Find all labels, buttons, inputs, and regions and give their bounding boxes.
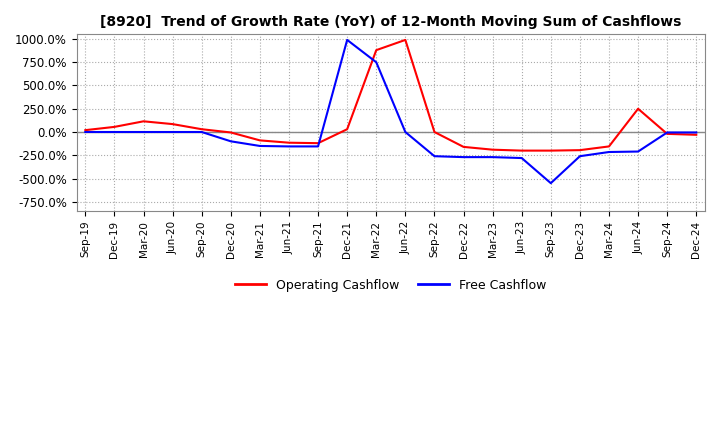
- Legend: Operating Cashflow, Free Cashflow: Operating Cashflow, Free Cashflow: [230, 274, 552, 297]
- Title: [8920]  Trend of Growth Rate (YoY) of 12-Month Moving Sum of Cashflows: [8920] Trend of Growth Rate (YoY) of 12-…: [100, 15, 682, 29]
